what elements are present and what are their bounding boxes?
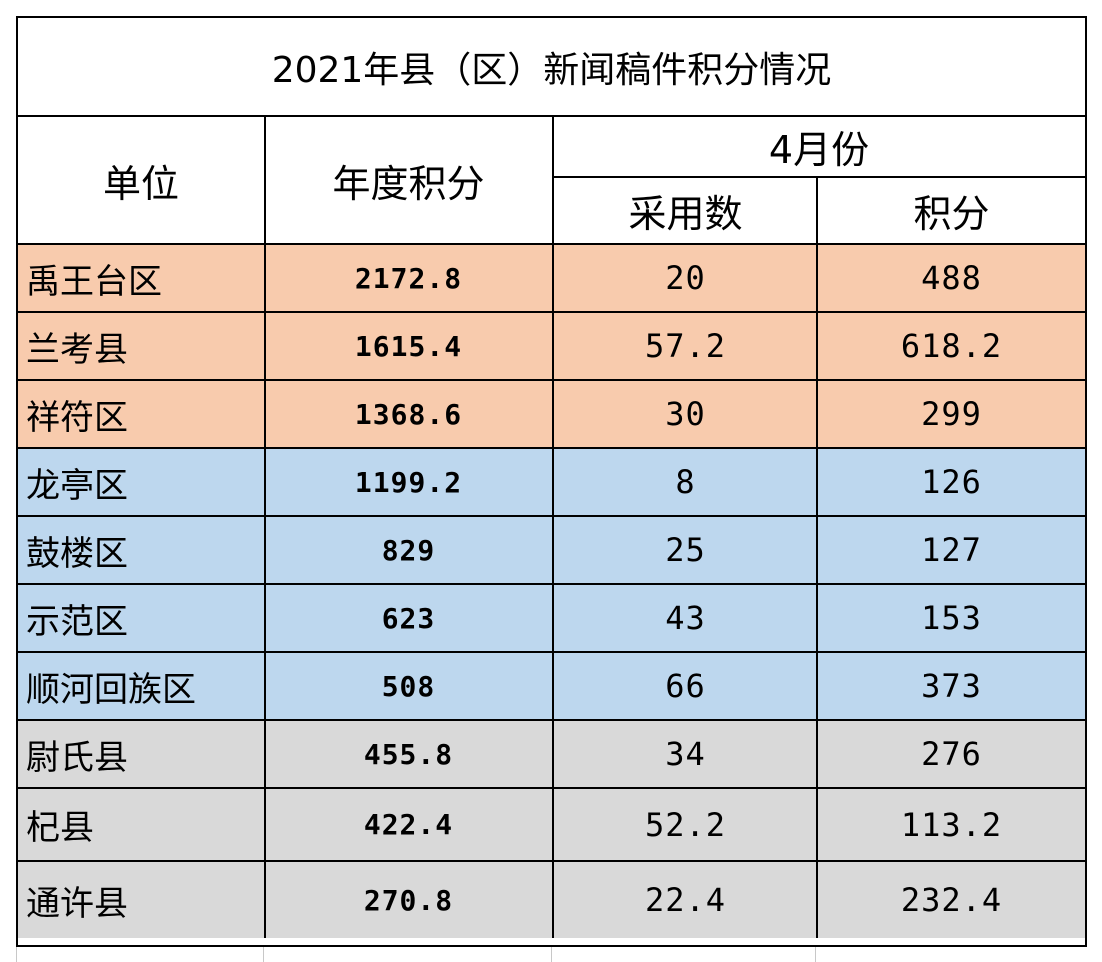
- unit-cell: 祥符区: [26, 397, 128, 438]
- table-row: 尉氏县 455.8 34 276: [18, 721, 1085, 789]
- table-row: 示范区 623 43 153: [18, 585, 1085, 653]
- annual-score-cell: 623: [381, 601, 436, 635]
- header-month: 4月份: [768, 128, 870, 172]
- column-divider: [264, 449, 266, 515]
- month-score-cell: 488: [921, 259, 982, 297]
- grid-tail-1: [16, 947, 17, 962]
- header-divider-2: [552, 117, 554, 243]
- column-divider: [264, 721, 266, 787]
- column-divider: [264, 313, 266, 379]
- annual-score-cell: 1615.4: [354, 329, 463, 363]
- column-divider: [552, 381, 554, 447]
- column-divider: [552, 653, 554, 719]
- adopted-count-cell: 57.2: [644, 327, 727, 365]
- column-divider: [264, 245, 266, 311]
- score-table: 2021年县（区）新闻稿件积分情况 单位 年度积分 4月份 采用数 积分 禹王台…: [16, 16, 1087, 947]
- table-row: 顺河回族区 508 66 373: [18, 653, 1085, 721]
- unit-cell: 示范区: [26, 601, 128, 642]
- column-divider: [816, 449, 818, 515]
- column-divider: [816, 313, 818, 379]
- annual-score-cell: 829: [381, 533, 436, 567]
- grid-tail-3: [551, 947, 552, 962]
- month-score-cell: 113.2: [900, 805, 1003, 844]
- month-score-cell: 232.4: [900, 881, 1003, 919]
- unit-cell: 杞县: [26, 808, 94, 848]
- column-divider: [552, 313, 554, 379]
- adopted-count-cell: 20: [665, 259, 706, 297]
- column-divider: [816, 585, 818, 651]
- month-score-cell: 299: [921, 395, 982, 433]
- column-divider: [552, 721, 554, 787]
- header-annual-score: 年度积分: [332, 161, 485, 206]
- header-subline: [552, 176, 1085, 178]
- adopted-count-cell: 22.4: [644, 881, 727, 919]
- unit-cell: 尉氏县: [26, 737, 128, 778]
- table-row: 鼓楼区 829 25 127: [18, 517, 1085, 585]
- adopted-count-cell: 34: [665, 735, 706, 773]
- annual-score-cell: 2172.8: [354, 261, 463, 295]
- grid-tail-2: [263, 947, 264, 962]
- unit-cell: 龙亭区: [26, 465, 128, 506]
- adopted-count-cell: 66: [665, 667, 706, 705]
- unit-cell: 通许县: [26, 883, 128, 924]
- table-row: 龙亭区 1199.2 8 126: [18, 449, 1085, 517]
- table-row: 杞县 422.4 52.2 113.2: [18, 789, 1085, 862]
- month-score-cell: 153: [921, 599, 982, 637]
- header-divider-1: [264, 117, 266, 243]
- annual-score-cell: 1199.2: [354, 465, 463, 499]
- column-divider: [264, 653, 266, 719]
- adopted-count-cell: 8: [675, 463, 696, 501]
- column-divider: [264, 517, 266, 583]
- column-divider: [816, 381, 818, 447]
- header-adopted: 采用数: [628, 192, 743, 236]
- table-row: 通许县 270.8 22.4 232.4: [18, 862, 1085, 938]
- header-divider-3: [816, 176, 818, 243]
- month-score-cell: 127: [921, 531, 982, 569]
- column-divider: [816, 653, 818, 719]
- column-divider: [816, 789, 818, 860]
- unit-cell: 鼓楼区: [26, 533, 128, 574]
- annual-score-cell: 1368.6: [354, 397, 463, 431]
- table-title: 2021年县（区）新闻稿件积分情况: [18, 18, 1085, 117]
- column-divider: [816, 862, 818, 938]
- column-divider: [264, 381, 266, 447]
- adopted-count-cell: 43: [665, 599, 706, 637]
- column-divider: [264, 862, 266, 938]
- column-divider: [552, 449, 554, 515]
- month-score-cell: 126: [921, 463, 982, 501]
- header-score: 积分: [913, 192, 990, 236]
- adopted-count-cell: 52.2: [644, 805, 727, 844]
- header-bottom-line: [18, 243, 1085, 245]
- column-divider: [264, 585, 266, 651]
- column-divider: [816, 721, 818, 787]
- grid-tail-4: [815, 947, 816, 962]
- adopted-count-cell: 30: [665, 395, 706, 433]
- table-row: 祥符区 1368.6 30 299: [18, 381, 1085, 449]
- unit-cell: 顺河回族区: [26, 669, 196, 710]
- column-divider: [552, 517, 554, 583]
- annual-score-cell: 508: [381, 669, 436, 703]
- table-row: 兰考县 1615.4 57.2 618.2: [18, 313, 1085, 381]
- month-score-cell: 276: [921, 735, 982, 773]
- column-divider: [552, 789, 554, 860]
- column-divider: [264, 789, 266, 860]
- column-divider: [816, 517, 818, 583]
- annual-score-cell: 270.8: [363, 883, 454, 917]
- annual-score-cell: 455.8: [363, 737, 454, 771]
- month-score-cell: 373: [921, 667, 982, 705]
- unit-cell: 禹王台区: [26, 261, 162, 302]
- header-unit: 单位: [102, 161, 179, 206]
- column-divider: [552, 862, 554, 938]
- annual-score-cell: 422.4: [363, 808, 454, 841]
- column-divider: [552, 585, 554, 651]
- table-row: 禹王台区 2172.8 20 488: [18, 245, 1085, 313]
- unit-cell: 兰考县: [26, 329, 128, 370]
- column-divider: [552, 245, 554, 311]
- adopted-count-cell: 25: [665, 531, 706, 569]
- month-score-cell: 618.2: [900, 327, 1003, 365]
- column-divider: [816, 245, 818, 311]
